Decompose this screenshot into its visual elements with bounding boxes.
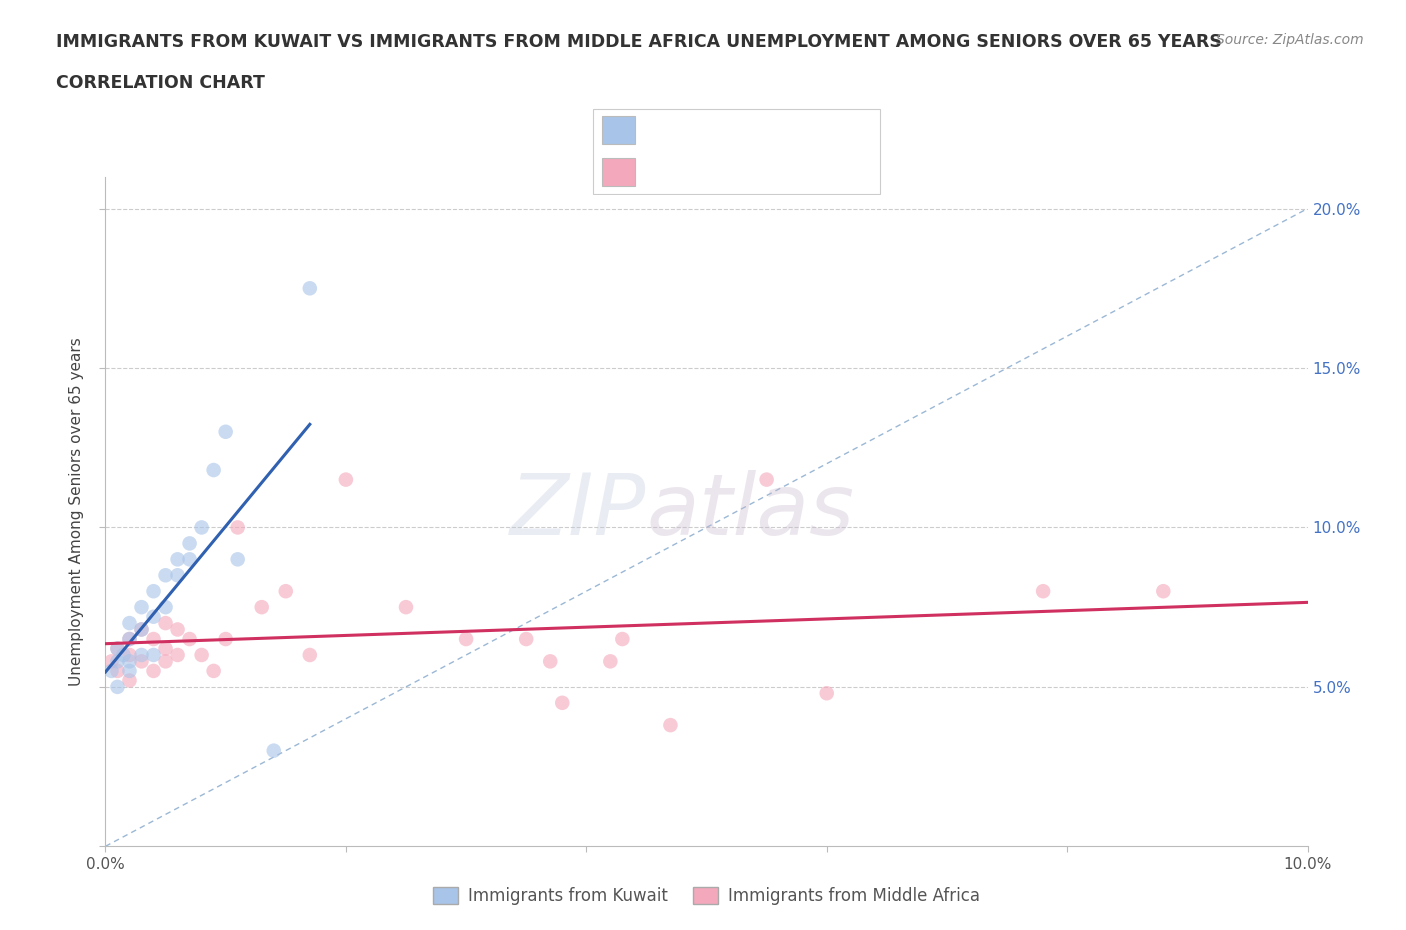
Point bbox=[815, 685, 838, 700]
Point bbox=[298, 647, 321, 662]
Point bbox=[118, 663, 141, 678]
Point bbox=[190, 520, 212, 535]
Point bbox=[100, 663, 122, 678]
Point bbox=[214, 424, 236, 439]
Point bbox=[551, 696, 574, 711]
Point bbox=[179, 551, 201, 566]
Point bbox=[612, 631, 634, 646]
Y-axis label: Unemployment Among Seniors over 65 years: Unemployment Among Seniors over 65 years bbox=[69, 338, 84, 686]
Point bbox=[1152, 584, 1174, 599]
Text: IMMIGRANTS FROM KUWAIT VS IMMIGRANTS FROM MIDDLE AFRICA UNEMPLOYMENT AMONG SENIO: IMMIGRANTS FROM KUWAIT VS IMMIGRANTS FRO… bbox=[56, 33, 1222, 50]
Point bbox=[118, 647, 141, 662]
FancyBboxPatch shape bbox=[593, 109, 880, 193]
Text: ZIP: ZIP bbox=[510, 470, 647, 553]
Point bbox=[226, 520, 249, 535]
Point bbox=[131, 622, 153, 637]
Point bbox=[131, 647, 153, 662]
Point bbox=[107, 641, 129, 656]
Point bbox=[155, 568, 177, 583]
Text: R = 0.275   N = 27: R = 0.275 N = 27 bbox=[647, 121, 817, 139]
Point bbox=[155, 641, 177, 656]
Text: CORRELATION CHART: CORRELATION CHART bbox=[56, 74, 266, 92]
Point bbox=[454, 631, 477, 646]
Point bbox=[107, 641, 129, 656]
Point bbox=[202, 663, 225, 678]
Point bbox=[395, 600, 418, 615]
Point bbox=[155, 616, 177, 631]
Point bbox=[1032, 584, 1054, 599]
Point bbox=[142, 631, 165, 646]
Text: atlas: atlas bbox=[647, 470, 855, 553]
Point bbox=[118, 673, 141, 688]
Point bbox=[142, 584, 165, 599]
Point bbox=[214, 631, 236, 646]
Point bbox=[599, 654, 621, 669]
Text: R = 0.218   N = 36: R = 0.218 N = 36 bbox=[647, 164, 817, 181]
Point bbox=[118, 631, 141, 646]
Bar bbox=[602, 116, 636, 144]
Point bbox=[142, 609, 165, 624]
Point bbox=[263, 743, 285, 758]
Point bbox=[515, 631, 537, 646]
Point bbox=[107, 680, 129, 695]
Point bbox=[112, 647, 135, 662]
Point bbox=[166, 622, 188, 637]
Point bbox=[538, 654, 561, 669]
Point bbox=[118, 616, 141, 631]
Point bbox=[131, 600, 153, 615]
Point bbox=[250, 600, 273, 615]
Legend: Immigrants from Kuwait, Immigrants from Middle Africa: Immigrants from Kuwait, Immigrants from … bbox=[426, 880, 987, 911]
Point bbox=[226, 551, 249, 566]
Point bbox=[155, 600, 177, 615]
Point bbox=[298, 281, 321, 296]
Point bbox=[107, 654, 129, 669]
Point bbox=[659, 718, 682, 733]
Point bbox=[142, 663, 165, 678]
Point bbox=[118, 631, 141, 646]
Point bbox=[179, 536, 201, 551]
Point bbox=[274, 584, 297, 599]
Point bbox=[142, 647, 165, 662]
Point bbox=[166, 568, 188, 583]
Point bbox=[190, 647, 212, 662]
Bar bbox=[602, 158, 636, 186]
Point bbox=[100, 654, 122, 669]
Text: Source: ZipAtlas.com: Source: ZipAtlas.com bbox=[1216, 33, 1364, 46]
Point bbox=[107, 663, 129, 678]
Point bbox=[155, 654, 177, 669]
Point bbox=[131, 654, 153, 669]
Point bbox=[166, 647, 188, 662]
Point bbox=[131, 622, 153, 637]
Point bbox=[179, 631, 201, 646]
Point bbox=[755, 472, 778, 487]
Point bbox=[202, 462, 225, 477]
Point bbox=[335, 472, 357, 487]
Point bbox=[166, 551, 188, 566]
Point bbox=[118, 654, 141, 669]
